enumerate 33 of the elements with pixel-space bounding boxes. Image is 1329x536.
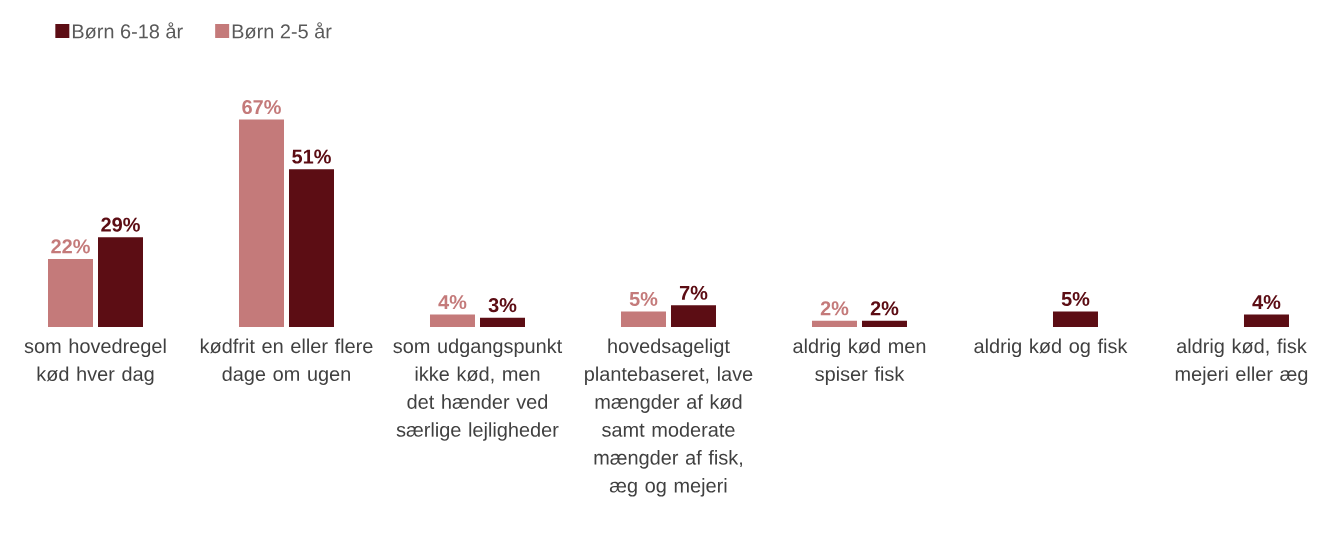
bar [289,169,334,327]
data-label: 22% [51,239,90,254]
legend-label: Børn 2-5 år [232,22,332,39]
data-label: 5% [1061,291,1090,306]
bar [429,314,475,327]
bar [861,320,907,327]
data-label: 3% [488,298,517,313]
data-label: 7% [679,285,708,300]
bar [811,320,857,327]
bar [1052,311,1098,327]
x-tick-label: aldrig kød, fisk mejeri eller æg [1175,338,1308,385]
bar [480,317,525,327]
x-tick-label: aldrig kød og fisk [974,338,1128,358]
bar [98,237,143,327]
data-label: 2% [870,301,899,316]
data-label: 51% [292,149,331,164]
data-label: 2% [820,301,849,316]
bar [239,119,284,327]
legend-label: Børn 6-18 år [72,22,183,39]
x-tick-label: kødfrit en eller flere dage om ugen [200,338,373,385]
x-tick-label: som udgangspunkt ikke kød, men det hænder ved særlige lejligheder [393,338,563,441]
bar [48,258,93,327]
x-tick-label: som hovedregel kød hver dag [24,338,166,385]
data-label: 4% [438,295,467,310]
data-label: 5% [629,291,658,306]
bar [1243,314,1289,327]
data-label: 29% [101,217,140,232]
x-tick-label: hovedsageligt plantebaseret, lave mængder af kød samt moderate mængder af fisk, æg og mejeri [585,338,753,497]
bar [620,311,666,327]
data-label: 4% [1252,295,1281,310]
data-label: 67% [242,100,281,115]
x-tick-label: aldrig kød men spiser fisk [793,338,926,385]
bar [670,305,716,327]
